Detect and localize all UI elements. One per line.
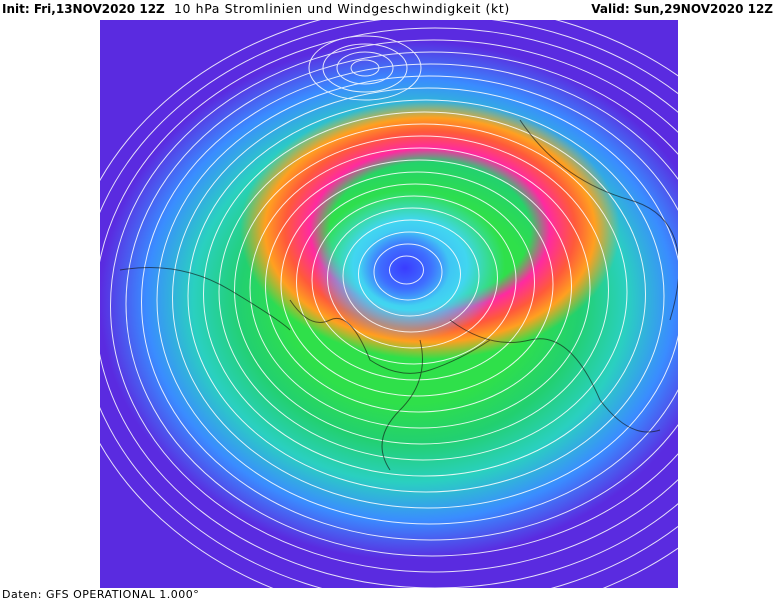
- streamline: [249, 147, 591, 429]
- init-time: Init: Fri,13NOV2020 12Z: [2, 2, 165, 16]
- streamline: [125, 51, 678, 557]
- streamline: [327, 207, 498, 349]
- streamline: [342, 219, 480, 333]
- streamline: [156, 75, 678, 525]
- coastlines: [119, 119, 678, 471]
- streamline: [100, 27, 678, 588]
- map-title: 10 hPa Stromlinien und Windgeschwindigke…: [174, 1, 510, 16]
- streamline: [322, 43, 408, 93]
- streamline: [389, 255, 424, 285]
- streamline: [100, 20, 678, 588]
- streamline: [308, 35, 422, 101]
- streamline: [218, 123, 628, 461]
- valid-time: Valid: Sun,29NOV2020 12Z: [591, 2, 773, 16]
- streamline: [234, 135, 609, 445]
- wind-streamline-map: [100, 20, 678, 588]
- streamline: [172, 87, 678, 509]
- streamline: [358, 231, 461, 317]
- streamline: [100, 20, 678, 588]
- data-source: Daten: GFS OPERATIONAL 1.000°: [2, 588, 200, 601]
- streamline: [350, 59, 380, 77]
- streamline: [311, 195, 517, 365]
- streamline: [373, 243, 443, 301]
- streamline: [280, 171, 554, 397]
- streamline: [187, 99, 665, 493]
- streamline: [336, 51, 394, 85]
- streamline: [141, 63, 678, 541]
- streamlines: [100, 20, 678, 588]
- streamline: [203, 111, 646, 477]
- streamline: [110, 39, 678, 573]
- streamline: [296, 183, 535, 381]
- streamline: [265, 159, 572, 413]
